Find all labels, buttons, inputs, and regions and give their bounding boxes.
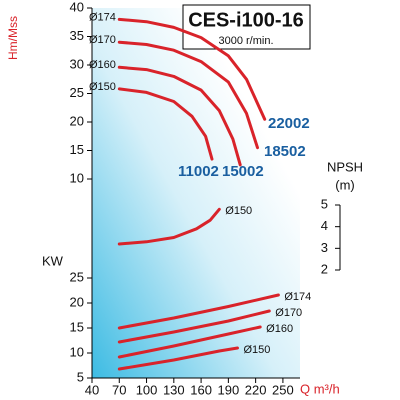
series-label: Ø150 — [89, 81, 116, 93]
y-tick-label: 2 — [321, 261, 328, 276]
x-tick-label: 100 — [136, 382, 158, 397]
x-tick-label: 70 — [112, 382, 126, 397]
series-label: Ø160 — [89, 59, 116, 71]
series-label: Ø160 — [266, 323, 293, 335]
plot-background — [92, 8, 300, 378]
y-tick-label: 20 — [70, 294, 84, 309]
y-tick-label: 10 — [70, 170, 84, 185]
curve — [117, 17, 267, 121]
npsh-unit: (m) — [335, 177, 355, 192]
x-tick-label: 220 — [245, 382, 267, 397]
curve — [117, 87, 214, 161]
curve — [117, 346, 239, 371]
y-tick-label: 30 — [70, 56, 84, 71]
model-label: 11002 — [178, 163, 219, 180]
chart-title: CES-i100-16 — [188, 9, 304, 31]
y-tick-label: 15 — [70, 319, 84, 334]
y-tick-label: 40 — [70, 0, 84, 14]
y-tick-label: 35 — [70, 28, 84, 43]
model-label: 15002 — [222, 163, 264, 180]
y-tick-label: 10 — [70, 344, 84, 359]
series-label: Ø174 — [284, 291, 311, 303]
y-tick-label: 4 — [321, 218, 328, 233]
y-tick-label: 25 — [70, 85, 84, 100]
curve — [117, 207, 221, 246]
y-tick-label: 5 — [77, 369, 84, 384]
y-tick-label: 3 — [321, 240, 328, 255]
model-label: 22002 — [268, 115, 310, 132]
series-label: Ø174 — [89, 11, 116, 23]
x-tick-label: 160 — [190, 382, 212, 397]
chart-subtitle: 3000 r/min. — [218, 35, 273, 47]
title-box — [182, 4, 311, 50]
curve — [117, 325, 262, 359]
series-label: Ø170 — [275, 307, 302, 319]
series-label: Ø170 — [89, 34, 116, 46]
x-tick-label: 40 — [85, 382, 99, 397]
x-tick-label: 250 — [272, 382, 294, 397]
curve — [117, 65, 242, 167]
series-label: Ø150 — [243, 344, 270, 356]
y-tick-label: 5 — [321, 196, 328, 211]
kw-label: KW — [42, 253, 64, 268]
x-tick-label: 190 — [218, 382, 240, 397]
y-tick-label: 20 — [70, 113, 84, 128]
curve — [117, 40, 259, 150]
y-tick-label: 15 — [70, 142, 84, 157]
curve — [117, 309, 271, 344]
series-label: Ø150 — [225, 205, 252, 217]
x-axis-label: Q m³/h — [300, 381, 340, 396]
y-axis-label: Hm/Mss — [6, 16, 20, 60]
model-label: 18502 — [264, 143, 306, 160]
x-tick-label: 130 — [163, 382, 185, 397]
npsh-label: NPSH — [327, 159, 363, 174]
curve — [117, 293, 280, 330]
y-tick-label: 25 — [70, 269, 84, 284]
